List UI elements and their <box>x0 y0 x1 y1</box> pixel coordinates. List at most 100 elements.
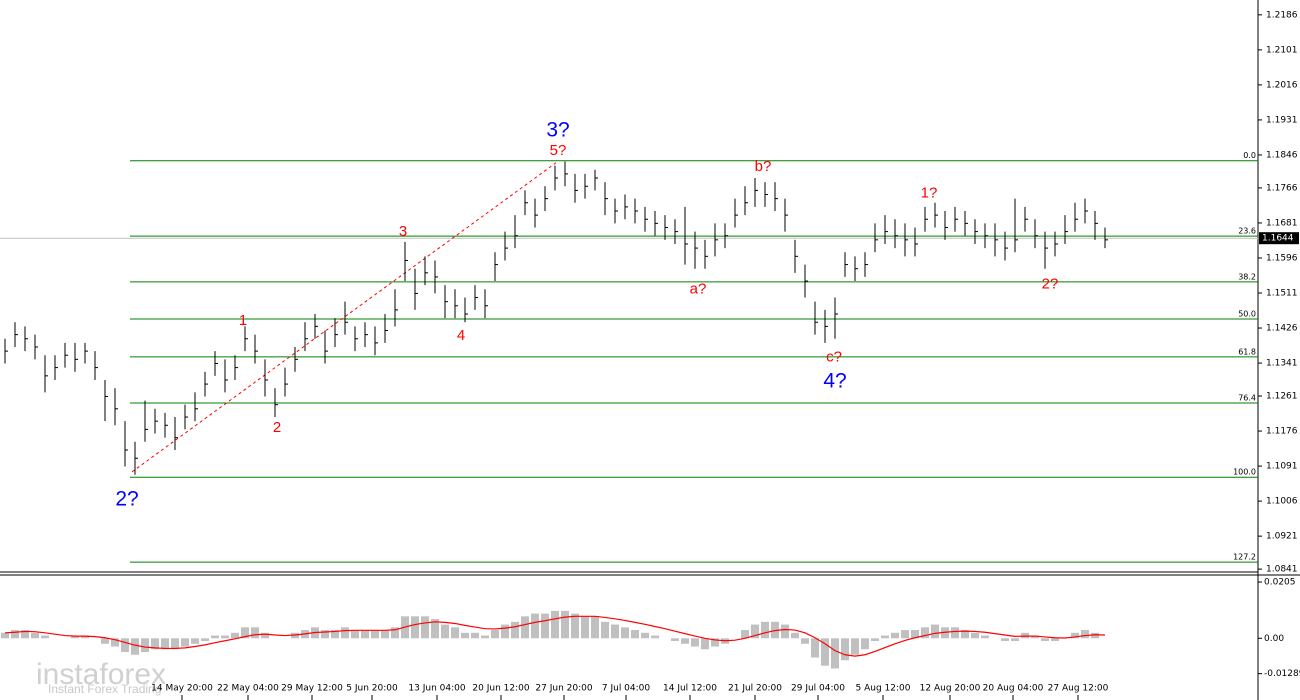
macd-bar <box>871 638 879 642</box>
macd-bar <box>181 638 189 647</box>
macd-bar <box>1071 632 1079 639</box>
macd-bar <box>1031 635 1039 639</box>
macd-bar <box>691 638 699 647</box>
macd-bar <box>781 624 789 639</box>
macd-bar <box>451 627 459 639</box>
macd-bar <box>641 632 649 639</box>
y-tick-label: 1.0921 <box>1266 532 1298 542</box>
macd-bar <box>441 624 449 639</box>
macd-bar <box>571 613 579 639</box>
macd-bar <box>521 616 529 639</box>
x-tick-label: 29 May 12:00 <box>281 684 343 694</box>
wave-label: c? <box>826 349 842 366</box>
y-tick-label: 1.2186 <box>1266 10 1298 20</box>
macd-bar <box>101 638 109 644</box>
y-tick-label: 1.1766 <box>1266 183 1298 193</box>
macd-bar <box>1011 638 1019 642</box>
macd-bar <box>1051 638 1059 642</box>
macd-bar <box>191 638 199 644</box>
x-tick-label: 21 Jul 20:00 <box>728 684 782 694</box>
macd-bar <box>21 630 29 639</box>
y-tick-label: 1.1846 <box>1266 150 1298 160</box>
macd-bar <box>531 613 539 639</box>
watermark-tagline: Instant Forex Trading <box>48 682 161 696</box>
wave-label: b? <box>755 158 772 175</box>
macd-bar <box>621 627 629 639</box>
x-tick-label: 20 Jun 12:00 <box>472 684 529 694</box>
fib-label: 61.8 <box>1238 347 1256 356</box>
macd-bar <box>111 638 119 647</box>
fib-label: 127.2 <box>1233 553 1256 562</box>
fib-label: 50.0 <box>1238 309 1256 318</box>
y-tick-label: 1.1176 <box>1266 427 1298 437</box>
x-tick-label: 12 Aug 20:00 <box>920 684 981 694</box>
macd-bar <box>911 630 919 639</box>
macd-bar <box>381 630 389 639</box>
macd-bar <box>481 635 489 639</box>
macd-bar <box>471 632 479 639</box>
x-tick-label: 13 Jun 04:00 <box>408 684 465 694</box>
macd-bar <box>31 632 39 639</box>
macd-bar <box>831 638 839 669</box>
fib-label: 76.4 <box>1238 394 1256 403</box>
macd-bar <box>251 627 259 639</box>
macd-bar <box>611 624 619 639</box>
macd-bar <box>221 635 229 639</box>
macd-bar <box>881 635 889 639</box>
macd-bar <box>1 632 9 639</box>
last-price-box <box>1259 232 1299 245</box>
macd-bar <box>961 630 969 639</box>
macd-signal <box>4 615 1106 657</box>
macd-bar <box>601 621 609 639</box>
macd-bar <box>921 627 929 639</box>
y-tick-label: 1.1261 <box>1266 392 1298 402</box>
macd-bar <box>1041 638 1049 642</box>
macd-bar <box>241 627 249 639</box>
macd-bar <box>551 610 559 639</box>
macd-bar <box>741 630 749 639</box>
y-tick-label: 1.1931 <box>1266 115 1298 125</box>
wave-trendline <box>131 162 557 473</box>
macd-bar <box>631 630 639 639</box>
macd-y-tick-label: -0.01289 <box>1264 669 1300 679</box>
wave-label: 2? <box>1042 276 1059 293</box>
fib-label: 23.6 <box>1238 227 1256 236</box>
x-tick-label: 14 May 20:00 <box>151 684 213 694</box>
x-tick-label: 5 Jun 20:00 <box>346 684 398 694</box>
macd-bar <box>141 638 149 653</box>
wave-label: 3 <box>399 223 407 240</box>
wave-label: 5? <box>550 142 567 159</box>
macd-bar <box>131 638 139 655</box>
fib-label: 100.0 <box>1233 468 1256 477</box>
macd-bar <box>461 632 469 639</box>
macd-bar <box>11 630 19 639</box>
fib-label: 0.0 <box>1243 151 1256 160</box>
y-tick-label: 1.2101 <box>1266 45 1298 55</box>
wave-label: 2? <box>115 487 138 510</box>
macd-bar <box>951 627 959 639</box>
macd-bar <box>211 635 219 639</box>
macd-bar <box>261 632 269 639</box>
macd-bar <box>851 638 859 655</box>
x-tick-label: 14 Jul 12:00 <box>663 684 717 694</box>
macd-bar <box>561 610 569 639</box>
macd-bar <box>41 635 49 639</box>
x-tick-label: 20 Aug 04:00 <box>983 684 1044 694</box>
y-tick-label: 1.1596 <box>1266 253 1298 263</box>
macd-bar <box>811 638 819 658</box>
macd-bar <box>431 619 439 639</box>
macd-bar <box>491 630 499 639</box>
macd-bar <box>971 632 979 639</box>
wave-label: 1 <box>239 312 247 329</box>
macd-bar <box>421 616 429 639</box>
macd-bar <box>231 632 239 639</box>
y-tick-label: 1.1426 <box>1266 324 1298 334</box>
y-tick-label: 1.1681 <box>1266 218 1298 228</box>
y-tick-label: 1.1511 <box>1266 289 1298 299</box>
macd-bar <box>541 613 549 639</box>
wave-label: 2 <box>273 419 281 436</box>
macd-bar <box>201 638 209 642</box>
macd-bar <box>651 635 659 639</box>
macd-bar <box>411 616 419 639</box>
